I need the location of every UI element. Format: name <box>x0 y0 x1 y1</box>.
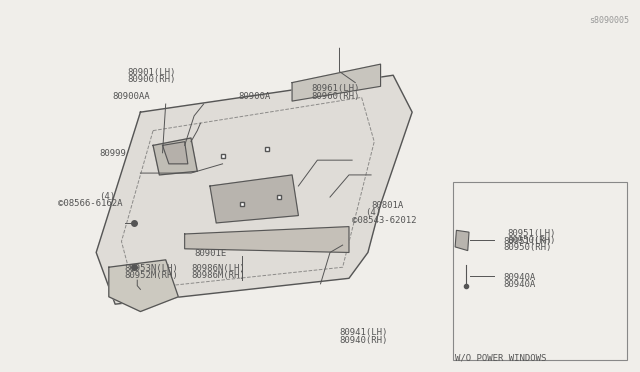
Text: 80940(RH): 80940(RH) <box>339 336 388 344</box>
Text: 80900A: 80900A <box>238 92 271 101</box>
Polygon shape <box>455 230 469 251</box>
Text: 80951(LH): 80951(LH) <box>507 229 556 238</box>
Text: W/O POWER WINDOWS: W/O POWER WINDOWS <box>455 354 547 363</box>
Text: 80801A: 80801A <box>371 201 403 210</box>
Text: s8090005: s8090005 <box>589 16 629 25</box>
Text: 80951(LH): 80951(LH) <box>504 237 552 246</box>
Text: 80986M(RH): 80986M(RH) <box>191 271 244 280</box>
Text: ©08543-62012: ©08543-62012 <box>352 215 417 225</box>
Text: 80950(RH): 80950(RH) <box>504 243 552 252</box>
Text: 80950(RH): 80950(RH) <box>507 236 556 245</box>
Text: 80901(LH): 80901(LH) <box>128 68 176 77</box>
FancyBboxPatch shape <box>453 182 627 359</box>
Polygon shape <box>292 64 381 101</box>
Text: 80953N(LH): 80953N(LH) <box>125 264 179 273</box>
Text: 80999: 80999 <box>99 149 126 158</box>
Polygon shape <box>109 260 179 311</box>
Polygon shape <box>210 175 298 223</box>
Polygon shape <box>153 138 197 175</box>
Polygon shape <box>96 75 412 304</box>
Text: 80940A: 80940A <box>504 273 536 282</box>
Text: 80940A: 80940A <box>504 280 536 289</box>
Text: 80961(LH): 80961(LH) <box>311 84 360 93</box>
Text: 80900AA: 80900AA <box>112 92 150 101</box>
Text: (4): (4) <box>365 208 381 217</box>
Text: 80960(RH): 80960(RH) <box>311 92 360 101</box>
Polygon shape <box>185 227 349 253</box>
Text: 80952M(RH): 80952M(RH) <box>125 271 179 280</box>
Text: 80901E: 80901E <box>194 249 227 258</box>
Text: 80941(LH): 80941(LH) <box>339 328 388 337</box>
Text: (4): (4) <box>99 192 115 201</box>
Text: 80900(RH): 80900(RH) <box>128 75 176 84</box>
Text: ©08566-6162A: ©08566-6162A <box>58 199 123 208</box>
Text: 80986N(LH): 80986N(LH) <box>191 264 244 273</box>
Polygon shape <box>163 142 188 164</box>
